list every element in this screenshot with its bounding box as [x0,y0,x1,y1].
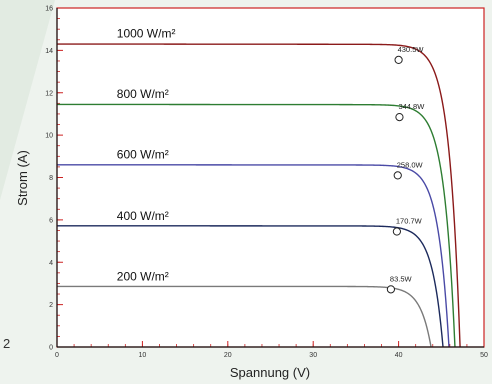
series-line [57,43,461,348]
x-axis-title: Spannung (V) [230,365,310,380]
y-tick-label: 12 [45,90,53,97]
mpp-label: 170.7W [396,217,423,226]
mpp-marker [395,113,404,122]
y-tick-label: 4 [49,260,53,267]
y-tick-label: 0 [49,345,53,352]
series-line [57,164,450,348]
series-label: 400 W/m² [117,209,169,223]
mpp-marker [393,171,402,180]
plot-area [57,8,484,347]
y-tick-label: 8 [49,175,53,182]
mpp-label: 344.8W [398,102,425,111]
series-label: 1000 W/m² [117,27,176,41]
x-tick-label: 0 [55,352,59,359]
x-tick-label: 40 [395,352,403,359]
series-layer: 1000 W/m² 430.5W 800 W/m² 344.8W 600 W/m² 258… [57,27,461,348]
y-axis-title: Strom (A) [15,150,30,206]
y-tick-label: 14 [45,48,53,55]
series-label: 800 W/m² [117,87,169,101]
side-page-mark: 2 [3,336,11,351]
series-label: 600 W/m² [117,147,169,161]
background-wedge [0,0,55,200]
y-tick-label: 16 [45,6,53,13]
series-line [57,103,456,348]
series-line [57,225,444,348]
y-tick-label: 2 [49,302,53,309]
series-label: 200 W/m² [117,269,169,283]
mpp-marker [386,285,396,294]
mpp-label: 430.5W [398,45,425,54]
x-tick-label: 30 [309,352,317,359]
x-tick-label: 50 [480,352,488,359]
mpp-marker [394,55,403,65]
mpp-marker [392,227,401,236]
x-tick-label: 10 [139,352,147,359]
mpp-label: 258.0W [397,160,424,169]
x-tick-label: 20 [224,352,232,359]
mpp-label: 83.5W [390,274,413,283]
y-tick-label: 6 [49,217,53,224]
y-tick-label: 10 [45,133,53,140]
series-line [57,285,432,348]
